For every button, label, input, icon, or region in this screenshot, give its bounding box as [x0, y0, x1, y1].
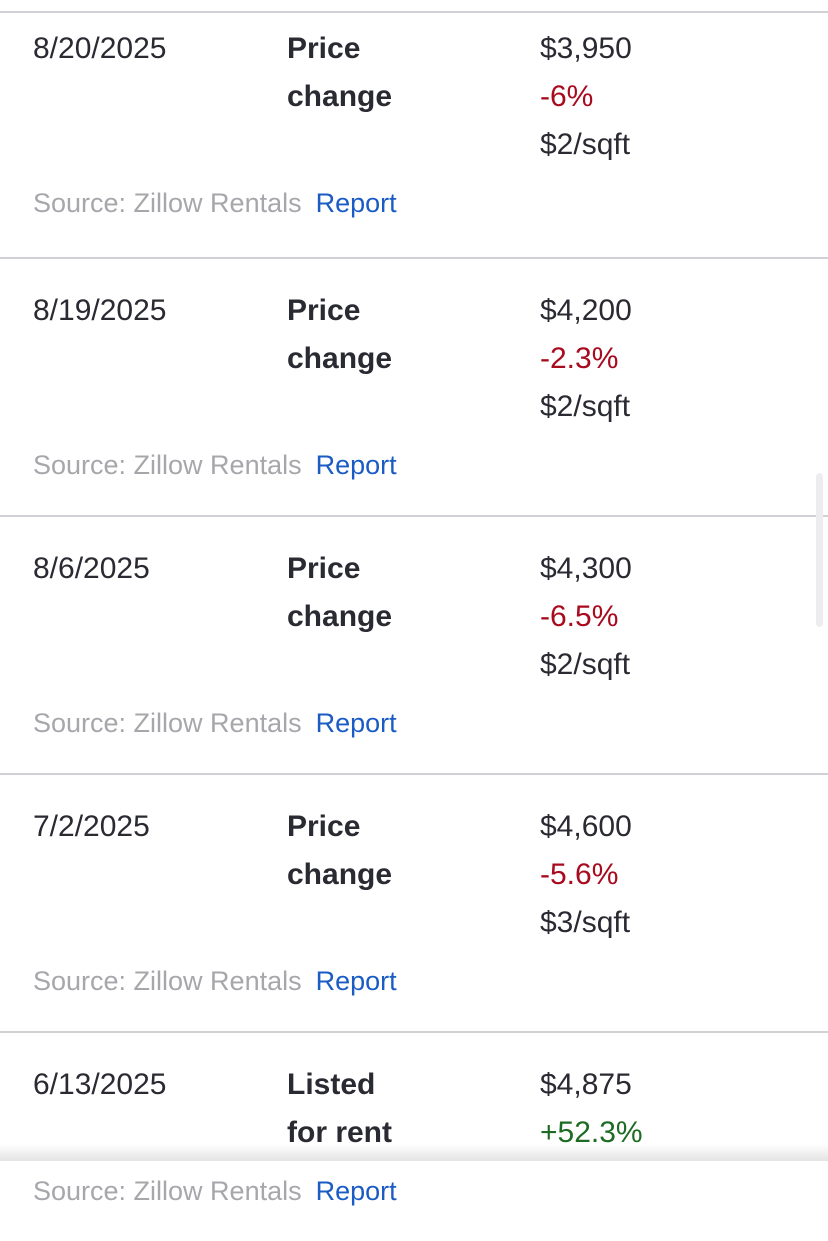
- event-type: Price change: [287, 25, 540, 169]
- event-date: 6/13/2025: [33, 1068, 167, 1101]
- event-type-line2: change: [287, 80, 393, 113]
- price: $4,875: [540, 1068, 632, 1101]
- event-date: 8/20/2025: [33, 32, 167, 65]
- source-line: Source: Zillow Rentals Report: [33, 447, 796, 483]
- event-type-line1: Price: [287, 552, 361, 585]
- source-line: Source: Zillow Rentals Report: [33, 963, 796, 999]
- event-type: Price change: [287, 545, 540, 689]
- event-date: 8/6/2025: [33, 552, 150, 585]
- report-link[interactable]: Report: [315, 450, 397, 480]
- price: $3,950: [540, 32, 632, 65]
- report-link[interactable]: Report: [315, 188, 397, 218]
- event-price-details: $3,950 -6% $2/sqft: [540, 25, 796, 169]
- price: $4,200: [540, 294, 632, 327]
- event-price-details: $4,300 -6.5% $2/sqft: [540, 545, 796, 689]
- price-change-percent: -5.6%: [540, 858, 619, 891]
- price-change-percent: -6%: [540, 80, 594, 113]
- price-per-sqft: $3/sqft: [540, 906, 631, 939]
- event-price-details: $4,600 -5.6% $3/sqft: [540, 803, 796, 947]
- price-history-row: 8/20/2025 Price change $3,950 -6% $2/sqf…: [0, 11, 828, 257]
- event-type: Listed for rent: [287, 1061, 540, 1157]
- vertical-scrollbar-thumb[interactable]: [816, 473, 823, 627]
- event-type-line1: Price: [287, 32, 361, 65]
- event-type-line2: change: [287, 342, 393, 375]
- price-per-sqft: $2/sqft: [540, 648, 631, 681]
- price-history-row: 7/2/2025 Price change $4,600 -5.6% $3/sq…: [0, 773, 828, 1031]
- price-change-percent: -2.3%: [540, 342, 619, 375]
- source-line: Source: Zillow Rentals Report: [33, 185, 796, 221]
- price-per-sqft: $2/sqft: [540, 128, 631, 161]
- price-history-row: 6/13/2025 Listed for rent $4,875 +52.3% …: [0, 1031, 828, 1241]
- source-label: Source: Zillow Rentals: [33, 708, 302, 738]
- bottom-bar: [0, 1161, 828, 1175]
- price-change-percent: -6.5%: [540, 600, 619, 633]
- event-type-line2: change: [287, 858, 393, 891]
- price-change-percent: +52.3%: [540, 1116, 643, 1149]
- event-type: Price change: [287, 803, 540, 947]
- price: $4,600: [540, 810, 632, 843]
- event-price-details: $4,875 +52.3%: [540, 1061, 796, 1157]
- source-label: Source: Zillow Rentals: [33, 966, 302, 996]
- source-label: Source: Zillow Rentals: [33, 1176, 302, 1206]
- report-link[interactable]: Report: [315, 708, 397, 738]
- event-type-line2: for rent: [287, 1116, 392, 1149]
- event-price-details: $4,200 -2.3% $2/sqft: [540, 287, 796, 431]
- price: $4,300: [540, 552, 632, 585]
- source-line: Source: Zillow Rentals Report: [33, 705, 796, 741]
- report-link[interactable]: Report: [315, 966, 397, 996]
- source-label: Source: Zillow Rentals: [33, 188, 302, 218]
- price-history-row: 8/19/2025 Price change $4,200 -2.3% $2/s…: [0, 257, 828, 515]
- event-type-line1: Price: [287, 294, 361, 327]
- price-per-sqft: $2/sqft: [540, 390, 631, 423]
- price-history-row: 8/6/2025 Price change $4,300 -6.5% $2/sq…: [0, 515, 828, 773]
- source-line: Source: Zillow Rentals Report: [33, 1173, 796, 1209]
- report-link[interactable]: Report: [315, 1176, 397, 1206]
- event-type: Price change: [287, 287, 540, 431]
- event-date: 7/2/2025: [33, 810, 150, 843]
- event-date: 8/19/2025: [33, 294, 167, 327]
- source-label: Source: Zillow Rentals: [33, 450, 302, 480]
- event-type-line1: Listed: [287, 1068, 376, 1101]
- event-type-line2: change: [287, 600, 393, 633]
- event-type-line1: Price: [287, 810, 361, 843]
